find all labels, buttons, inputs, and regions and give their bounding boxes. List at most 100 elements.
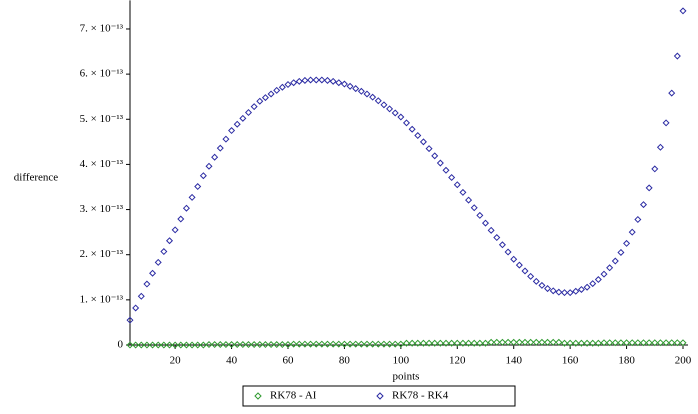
- point: [137, 341, 145, 349]
- point: [352, 340, 360, 348]
- point: [239, 114, 247, 122]
- point: [160, 248, 168, 256]
- point: [589, 280, 597, 288]
- x-tick-label: 80: [339, 355, 351, 367]
- point: [312, 340, 320, 348]
- point: [510, 255, 518, 263]
- point: [521, 338, 529, 346]
- legend-marker: [376, 392, 384, 400]
- point: [453, 181, 461, 189]
- point: [414, 132, 422, 140]
- point: [340, 80, 348, 88]
- point: [137, 292, 145, 300]
- point: [617, 339, 625, 347]
- point: [651, 339, 659, 347]
- point: [250, 103, 258, 111]
- point: [532, 338, 540, 346]
- point: [391, 340, 399, 348]
- point: [628, 339, 636, 347]
- point: [679, 339, 687, 347]
- point: [431, 152, 439, 160]
- point: [600, 339, 608, 347]
- point: [448, 339, 456, 347]
- point: [171, 226, 179, 234]
- point: [352, 85, 360, 93]
- point: [402, 339, 411, 347]
- point: [566, 339, 574, 347]
- point: [194, 183, 202, 191]
- point: [182, 341, 190, 349]
- point: [504, 338, 512, 346]
- point: [267, 90, 275, 98]
- point: [261, 94, 269, 102]
- point: [233, 120, 241, 128]
- x-tick-label: 160: [562, 355, 579, 367]
- point: [600, 270, 608, 278]
- point: [408, 339, 416, 347]
- point: [132, 304, 140, 312]
- point: [149, 269, 157, 277]
- point: [312, 76, 320, 84]
- point: [132, 341, 140, 349]
- point: [301, 340, 309, 348]
- x-tick-label: 40: [226, 355, 238, 367]
- point: [126, 316, 134, 324]
- point: [606, 339, 614, 347]
- point: [284, 80, 292, 89]
- point: [431, 339, 439, 347]
- point: [177, 341, 185, 349]
- point: [476, 339, 484, 347]
- point: [515, 338, 523, 346]
- x-axis-label: points: [393, 371, 420, 383]
- legend-box: [242, 385, 516, 407]
- point: [284, 341, 292, 349]
- point: [459, 339, 467, 347]
- point: [295, 77, 303, 85]
- point: [318, 340, 326, 348]
- point: [572, 339, 580, 347]
- x-tick-label: 200: [675, 355, 692, 367]
- point: [346, 340, 354, 348]
- point: [374, 97, 382, 105]
- point: [425, 339, 433, 347]
- point: [335, 340, 343, 348]
- point: [199, 341, 207, 349]
- point: [165, 237, 174, 245]
- point: [211, 341, 219, 349]
- point: [256, 97, 264, 105]
- x-tick-label: 100: [393, 355, 410, 367]
- point: [617, 248, 625, 256]
- point: [386, 105, 394, 113]
- point: [216, 341, 224, 349]
- point: [256, 341, 264, 349]
- point: [555, 288, 563, 296]
- point: [487, 338, 495, 346]
- point: [143, 341, 151, 349]
- point: [340, 340, 348, 348]
- point: [425, 145, 433, 153]
- point: [594, 339, 602, 347]
- point: [363, 340, 371, 348]
- point: [515, 261, 523, 269]
- point: [611, 257, 619, 265]
- point: [572, 287, 580, 295]
- point: [538, 281, 546, 289]
- point: [205, 162, 213, 170]
- point: [634, 215, 642, 223]
- point: [453, 339, 461, 347]
- point: [656, 143, 664, 151]
- point: [459, 188, 467, 196]
- y-tick-label: 2. × 10⁻¹³: [80, 248, 124, 260]
- point: [662, 119, 670, 127]
- point: [323, 76, 332, 84]
- point: [498, 241, 506, 249]
- point: [555, 338, 563, 346]
- x-tick-label: 180: [618, 355, 635, 367]
- point: [560, 339, 569, 347]
- point: [448, 173, 456, 182]
- point: [476, 211, 484, 219]
- y-tick-label: 1. × 10⁻¹³: [80, 293, 124, 305]
- point: [544, 285, 552, 293]
- point: [623, 339, 631, 347]
- point: [211, 153, 219, 161]
